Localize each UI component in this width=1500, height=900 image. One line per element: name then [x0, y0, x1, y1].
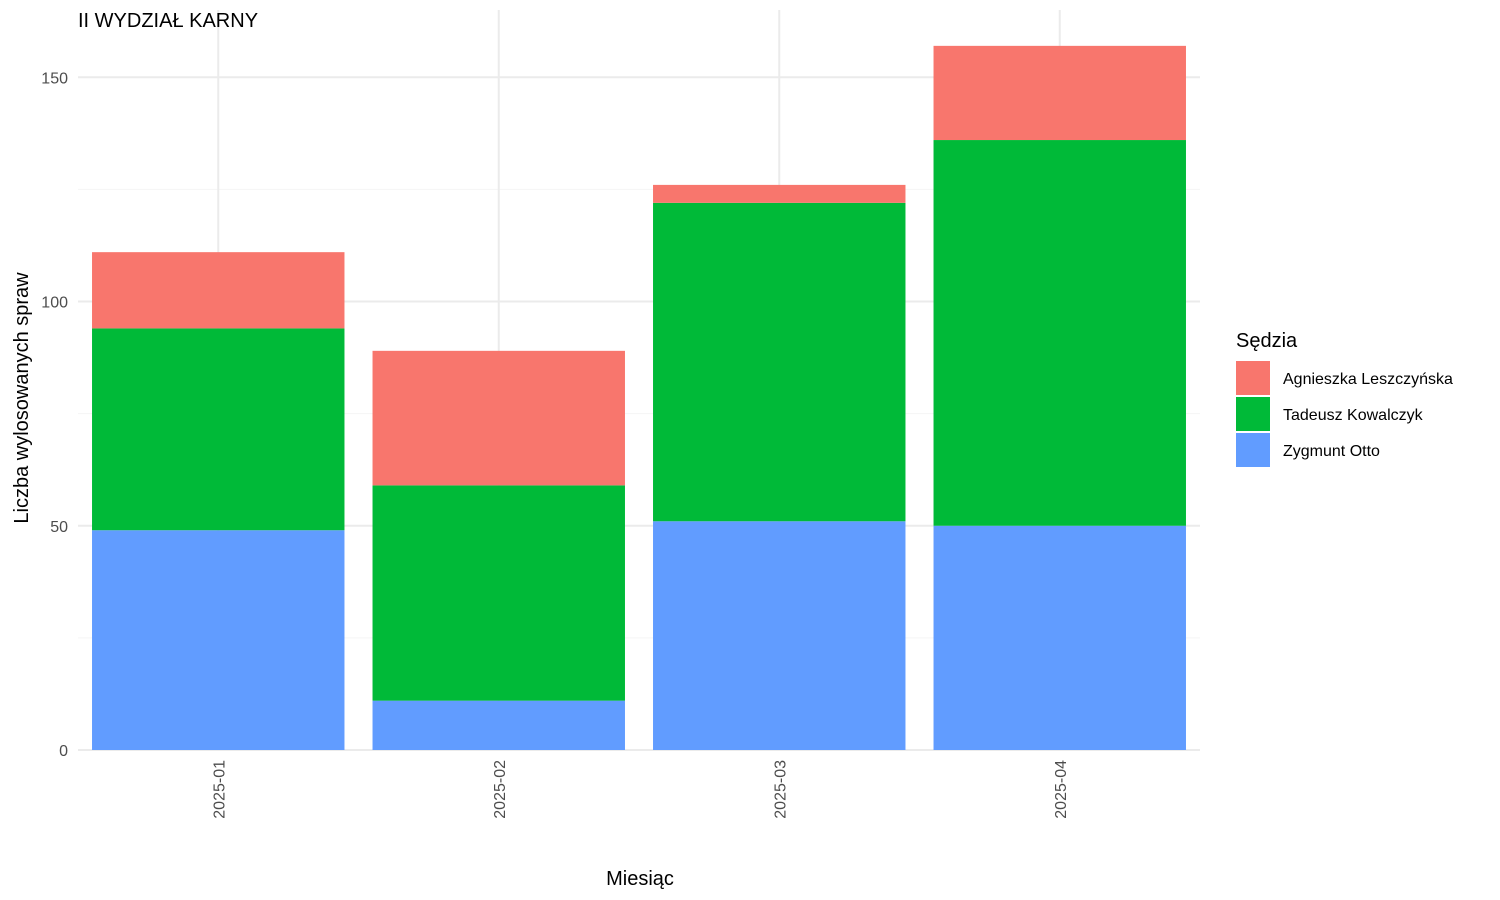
legend-swatch	[1236, 433, 1270, 467]
bar-segment	[372, 350, 625, 486]
bar-segment	[653, 202, 906, 522]
x-tick-label: 2025-04	[1053, 760, 1070, 819]
x-tick-label: 2025-01	[211, 760, 228, 819]
bar-segment	[92, 328, 345, 531]
legend-swatch	[1236, 361, 1270, 395]
bar-segment	[92, 252, 345, 329]
y-tick-label: 50	[50, 519, 68, 536]
bar-segment	[92, 530, 345, 750]
x-axis-title: Miesiąc	[606, 868, 674, 890]
bars	[92, 45, 1186, 750]
bar-segment	[653, 521, 906, 750]
legend-label: Tadeusz Kowalczyk	[1283, 407, 1424, 424]
bar-segment	[933, 45, 1186, 141]
bar-segment	[933, 140, 1186, 526]
y-tick-label: 100	[41, 295, 68, 312]
chart-title: II WYDZIAŁ KARNY	[78, 10, 258, 32]
legend-swatch	[1236, 397, 1270, 431]
legend-label: Agnieszka Leszczyńska	[1283, 371, 1453, 388]
bar-segment	[372, 700, 625, 750]
y-tick-label: 150	[41, 70, 68, 87]
x-tick-label: 2025-02	[492, 760, 509, 819]
legend: Sędzia Agnieszka Leszczyńska Tadeusz Kowa…	[1236, 330, 1453, 467]
x-tick-label: 2025-03	[772, 760, 789, 819]
y-axis-ticks: 0 50 100 150	[41, 70, 68, 760]
legend-label: Zygmunt Otto	[1283, 443, 1380, 460]
bar-segment	[372, 485, 625, 701]
bar-segment	[933, 525, 1186, 750]
legend-title: Sędzia	[1236, 330, 1298, 352]
x-axis-ticks: 2025-01 2025-02 2025-03 2025-04	[211, 760, 1070, 819]
bar-segment	[653, 184, 906, 203]
y-tick-label: 0	[59, 743, 68, 760]
y-axis-title: Liczba wylosowanych spraw	[11, 272, 33, 524]
